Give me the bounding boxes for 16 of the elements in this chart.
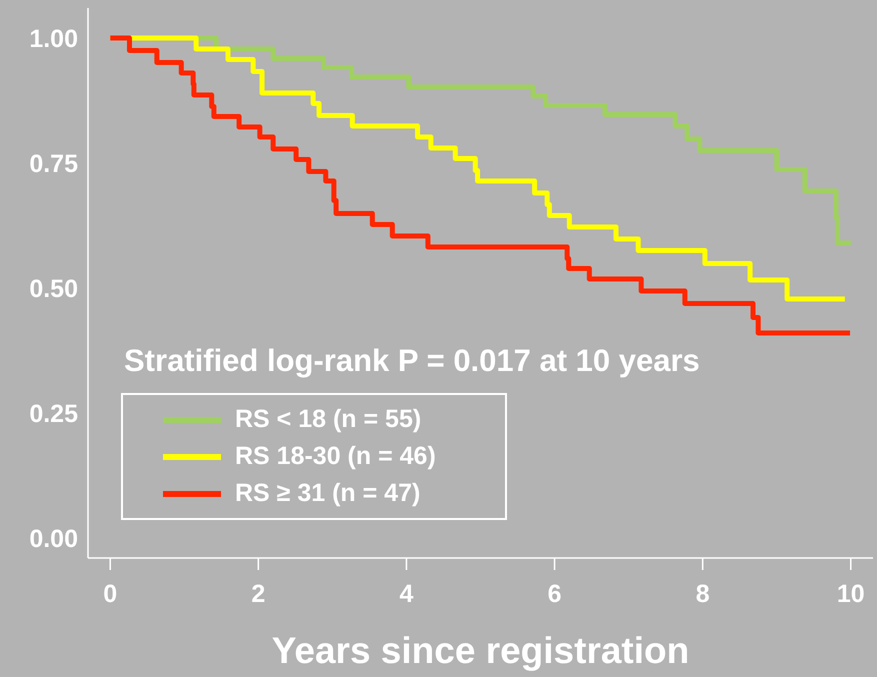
y-tick-label: 0.25 (29, 400, 78, 428)
y-tick-label: 0.75 (29, 150, 78, 178)
x-tick-label: 2 (251, 580, 266, 608)
x-tick-label: 10 (836, 580, 865, 608)
x-axis-title: Years since registration (272, 630, 690, 671)
x-tick-label: 6 (548, 580, 562, 608)
legend-label: RS < 18 (n = 55) (235, 405, 422, 434)
y-tick-label: 1.00 (29, 24, 78, 53)
y-tick-label: 0.50 (29, 274, 78, 303)
legend-label: RS 18-30 (n = 46) (235, 442, 436, 471)
x-tick-label: 0 (103, 580, 118, 608)
x-tick-label: 4 (399, 580, 414, 608)
annotation: Stratified log-rank P = 0.017 at 10 years (124, 343, 700, 379)
legend-label: RS ≥ 31 (n = 47) (235, 479, 420, 508)
x-tick-label: 8 (696, 580, 710, 608)
y-tick-label: 0.00 (29, 524, 78, 553)
